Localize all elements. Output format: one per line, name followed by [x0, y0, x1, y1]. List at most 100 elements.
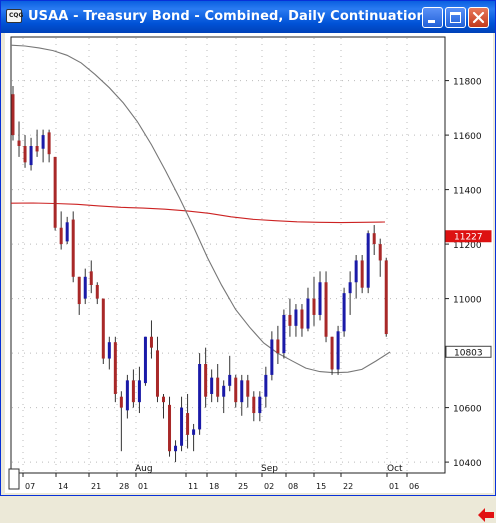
candle-up — [294, 304, 298, 337]
candle-body — [125, 380, 129, 411]
candle-down — [53, 156, 57, 231]
candle-up — [107, 336, 111, 370]
candle-body — [107, 342, 111, 359]
candle-body — [95, 284, 99, 299]
candle-down — [162, 393, 165, 419]
candle-body — [270, 339, 274, 375]
x-tick-label: 01 — [389, 482, 399, 491]
x-tick-label: 15 — [316, 482, 326, 491]
chart-area[interactable]: 1180011600114001120011000108001060010400… — [5, 33, 494, 522]
candle-body — [180, 407, 184, 446]
x-tick-label: 08 — [288, 482, 298, 491]
candle-up — [198, 353, 202, 435]
plot-frame — [10, 36, 446, 474]
maximize-button[interactable] — [445, 7, 466, 28]
moving-average-fast-line — [10, 44, 391, 374]
candle-down — [246, 374, 250, 408]
x-tick-label: 14 — [58, 482, 68, 491]
candle-body — [155, 350, 159, 397]
candle-body — [348, 282, 352, 294]
candle-down — [59, 211, 63, 250]
candle-down — [23, 135, 27, 168]
scroll-thumb[interactable] — [8, 468, 20, 490]
price-tag-gray: 10803 — [445, 345, 492, 358]
x-tick-label: 25 — [238, 482, 248, 491]
candle-up — [282, 309, 286, 359]
candle-body — [210, 377, 214, 394]
candle-body — [131, 380, 135, 403]
candle-up — [143, 336, 147, 386]
price-tag-label: 11227 — [454, 233, 483, 243]
close-icon — [472, 11, 485, 24]
candle-body — [77, 276, 81, 305]
candle-body — [216, 377, 220, 397]
price-axis[interactable]: 1180011600114001120011000108001060010400… — [445, 78, 492, 470]
candle-body — [137, 380, 141, 403]
candle-down — [372, 225, 376, 255]
price-tag-red: 11227 — [445, 230, 492, 243]
candle-body — [354, 260, 358, 283]
candle-down — [288, 298, 292, 337]
candle-down — [89, 260, 93, 294]
candle-down — [11, 86, 15, 141]
candle-down — [17, 121, 21, 157]
candle-body — [29, 146, 33, 166]
candle-up — [83, 268, 87, 305]
candle-body — [83, 276, 87, 299]
candle-down — [324, 271, 328, 343]
candle-body — [192, 429, 196, 435]
candle-body — [168, 404, 172, 452]
candle-up — [65, 216, 69, 245]
y-tick-label: 11600 — [453, 132, 482, 142]
candle-body — [246, 380, 250, 397]
price-chart[interactable]: 1180011600114001120011000108001060010400… — [5, 33, 493, 493]
candle-up — [222, 380, 226, 414]
price-tag-box — [445, 230, 492, 243]
app-icon[interactable]: CQG — [6, 9, 24, 23]
candle-body — [162, 396, 165, 403]
app-icon-text: CQG — [9, 12, 24, 19]
candle-body — [366, 233, 370, 288]
candle-body — [264, 374, 268, 397]
candle-body — [119, 396, 123, 408]
candle-body — [330, 336, 334, 370]
candle-body — [17, 140, 21, 146]
moving-average-long-line — [10, 202, 386, 224]
month-label: Sep — [261, 464, 278, 474]
candle-body — [59, 227, 63, 245]
candle-body — [306, 298, 310, 329]
candle-body — [65, 222, 69, 242]
minimize-button[interactable] — [422, 7, 443, 28]
candle-down — [35, 129, 39, 157]
candle-down — [204, 347, 208, 408]
close-button[interactable] — [468, 7, 489, 28]
candle-up — [336, 325, 340, 375]
x-tick-label: 21 — [91, 482, 101, 491]
candle-up — [240, 374, 244, 416]
candle-body — [294, 309, 298, 326]
window-title: USAA - Treasury Bond - Combined, Daily C… — [28, 9, 426, 24]
left-arrow-icon[interactable] — [477, 507, 495, 523]
candle-down — [186, 393, 190, 449]
candle-body — [312, 298, 316, 315]
candle-up — [348, 271, 352, 315]
candle-body — [186, 413, 190, 435]
candle-body — [228, 374, 232, 386]
candle-down — [168, 396, 172, 457]
candle-body — [198, 364, 202, 430]
time-axis[interactable]: 07 14 21 28 01 11 18 25 02 08 15 22 01 06 Aug Sep Oct — [22, 464, 419, 491]
maximize-icon — [450, 12, 461, 23]
y-tick-label: 10400 — [453, 459, 482, 469]
candle-body — [282, 314, 286, 354]
x-tick-label: 28 — [119, 482, 129, 491]
candle-down — [119, 391, 123, 452]
title-bar[interactable]: CQG USAA - Treasury Bond - Combined, Dai… — [1, 1, 495, 33]
candle-up — [306, 287, 310, 332]
candle-body — [336, 331, 340, 370]
y-tick-label: 11400 — [453, 187, 482, 197]
candle-body — [384, 260, 388, 335]
candle-down — [113, 336, 117, 403]
candle-body — [53, 156, 57, 228]
candle-up — [366, 230, 370, 294]
